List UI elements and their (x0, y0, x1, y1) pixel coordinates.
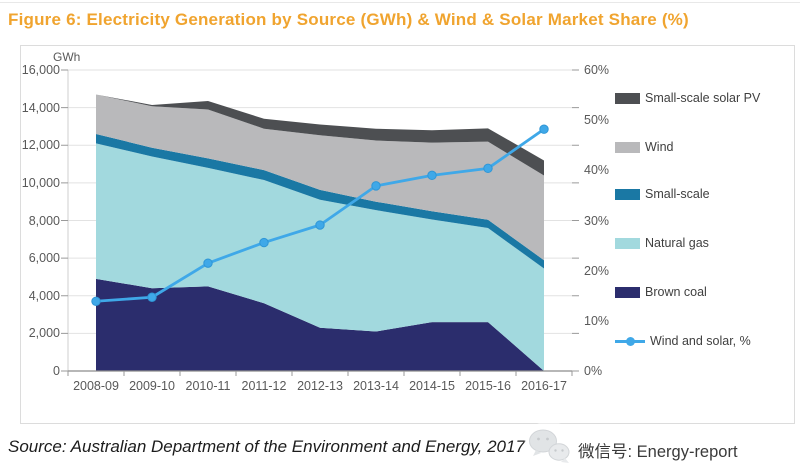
right-axis-tick-label: 20% (584, 263, 610, 278)
top-divider (0, 2, 800, 3)
x-axis-category-label: 2010-11 (185, 379, 231, 393)
legend-item: Small-scale (615, 187, 763, 203)
legend-swatch (615, 287, 640, 298)
legend-swatch (615, 93, 640, 104)
legend-line-sample (615, 334, 645, 349)
legend-item: Wind and solar, % (615, 334, 768, 350)
x-axis-category-label: 2008-09 (73, 379, 119, 393)
legend-item: Wind (615, 140, 763, 156)
right-axis-tick-label: 40% (584, 163, 610, 178)
legend-item: Brown coal (615, 285, 763, 301)
right-axis-tick-label: 30% (584, 213, 610, 228)
x-axis-category-label: 2009-10 (129, 379, 175, 393)
legend-line-marker (626, 337, 635, 346)
legend-label: Wind (645, 140, 674, 154)
x-axis-category-label: 2015-16 (465, 379, 511, 393)
right-axis-tick-label: 60% (584, 63, 610, 77)
legend-swatch (615, 142, 640, 153)
left-axis-tick-label: 16,000 (21, 63, 60, 77)
left-axis-tick-label: 2,000 (28, 326, 60, 341)
x-axis-category-label: 2012-13 (297, 379, 343, 393)
legend-label: Wind and solar, % (650, 334, 751, 348)
left-axis-tick-label: 8,000 (28, 213, 60, 228)
right-axis-tick-label: 50% (584, 113, 610, 128)
left-axis-tick-label: 12,000 (21, 138, 60, 153)
left-axis-tick-label: 14,000 (21, 100, 60, 115)
source-note: Source: Australian Department of the Env… (8, 437, 525, 456)
right-axis-tick-label: 0% (584, 364, 603, 378)
x-axis-category-label: 2014-15 (409, 379, 455, 393)
x-axis-category-label: 2011-12 (241, 379, 287, 393)
x-axis-category-label: 2016-17 (521, 379, 567, 393)
legend-swatch (615, 189, 640, 200)
figure-title: Figure 6: Electricity Generation by Sour… (8, 10, 689, 29)
left-axis-tick-label: 0 (53, 364, 60, 378)
watermark-text: 微信号: Energy-report (578, 443, 738, 461)
left-axis-tick-label: 4,000 (28, 288, 60, 303)
left-axis-unit-label: GWh (53, 50, 81, 64)
x-axis-category-label: 2013-14 (353, 379, 399, 393)
legend-label: Natural gas (645, 236, 709, 250)
legend-swatch (615, 238, 640, 249)
legend-item: Small-scale solar PV (615, 91, 763, 107)
left-axis-tick-label: 6,000 (28, 251, 60, 266)
right-axis-tick-label: 10% (584, 313, 610, 328)
legend-label: Small-scale solar PV (645, 91, 761, 105)
legend-label: Brown coal (645, 285, 707, 299)
legend-item: Natural gas (615, 236, 763, 252)
legend-label: Small-scale (645, 187, 710, 201)
left-axis-tick-label: 10,000 (21, 175, 60, 190)
